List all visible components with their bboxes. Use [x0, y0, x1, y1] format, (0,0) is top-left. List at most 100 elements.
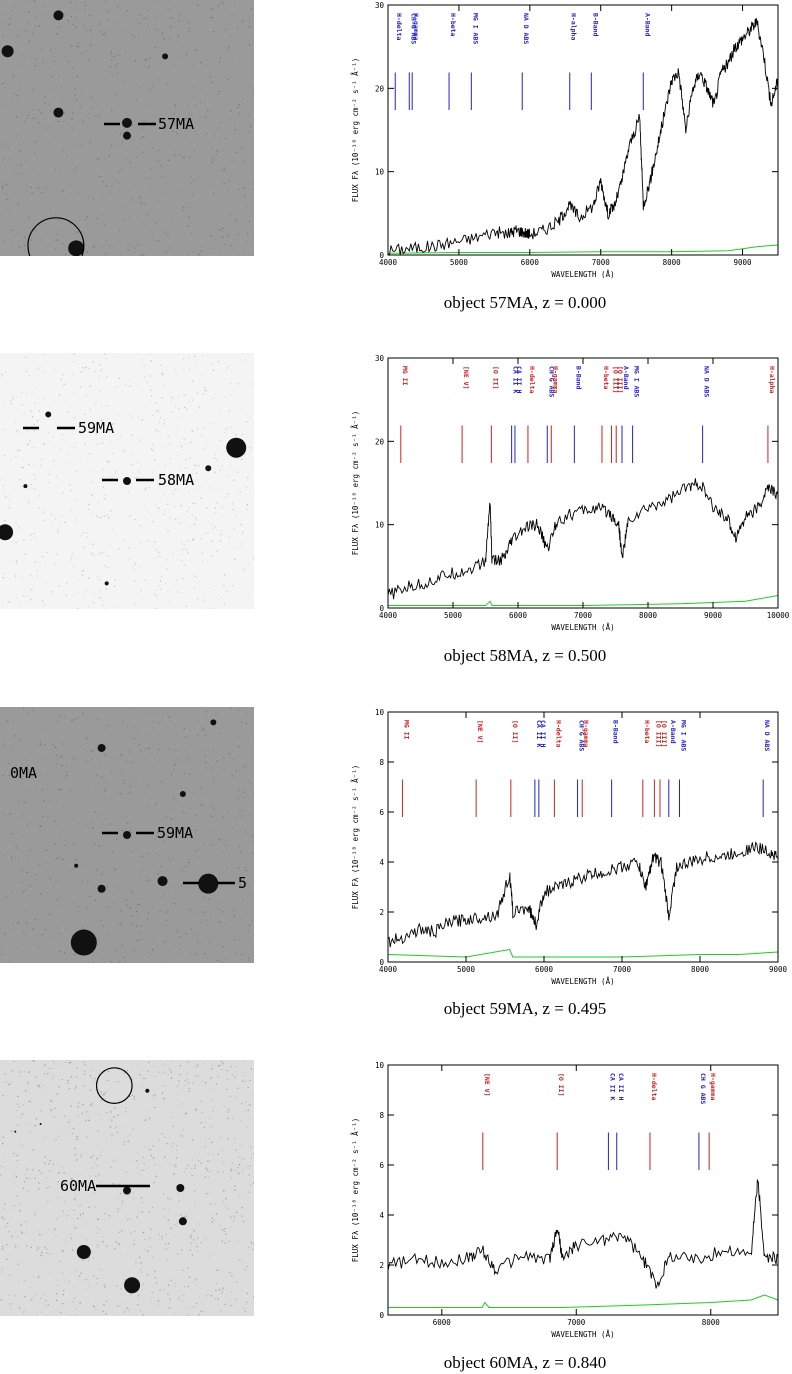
spectrum-plot-58ma: MG II [NE V] [O II] CA II K CA II H H-delta CH… [340, 353, 790, 643]
star-source [226, 437, 247, 458]
line-label: [O III] [612, 366, 620, 393]
aperture-circle [27, 217, 85, 256]
x-tick-label: 4000 [379, 258, 398, 267]
line-label: CA II K [512, 366, 520, 393]
thumbnail-image: 57MA [0, 0, 254, 256]
y-tick-label: 4 [379, 1211, 384, 1220]
star-source [97, 743, 106, 752]
object-label: 57MA [158, 115, 194, 133]
line-label: H-delta [395, 13, 403, 40]
x-tick-label: 8000 [639, 611, 658, 620]
flux-spectrum [387, 1179, 779, 1289]
y-axis-label: FLUX Fλ (10⁻¹⁸ erg cm⁻² s⁻¹ Å⁻¹) [351, 411, 360, 556]
line-label: CA II H [515, 366, 523, 393]
star-source [97, 884, 106, 893]
line-label: H-gamma [412, 13, 420, 40]
x-tick-label: 7000 [592, 258, 611, 267]
error-spectrum [388, 595, 779, 606]
object-label: 60MA [60, 1177, 96, 1195]
line-label: H-delta [554, 720, 562, 747]
x-tick-label: 9000 [769, 965, 788, 974]
y-tick-label: 20 [375, 84, 385, 93]
caption-59ma: object 59MA, z = 0.495 [443, 999, 607, 1018]
line-label: [O III] [654, 720, 662, 747]
thumbnail-58ma: 59MA 58MA [0, 353, 254, 609]
x-axis-label: WAVELENGTH (Å) [551, 1330, 614, 1339]
flux-spectrum [387, 478, 779, 600]
line-label: CA II K [608, 1073, 616, 1100]
x-tick-label: 10000 [767, 611, 790, 620]
line-label: B-Band [612, 720, 620, 744]
plot-frame [387, 711, 779, 963]
line-label: H-gamma [551, 366, 559, 393]
y-axis-label: FLUX Fλ (10⁻¹⁸ erg cm⁻² s⁻¹ Å⁻¹) [351, 58, 360, 203]
spectrum-chart: MG II [NE V] [O II] CA II KCA II H H-delta CH… [351, 708, 788, 986]
plot-frame [387, 4, 779, 256]
star-source [157, 876, 168, 887]
x-tick-label: 6000 [521, 258, 540, 267]
line-label: [NE V] [462, 366, 470, 389]
line-label: CH G ABS [699, 1073, 707, 1104]
line-label: H-beta [602, 366, 610, 390]
line-label: NA D ABS [763, 720, 771, 751]
thumbnail-noise [0, 707, 254, 963]
error-spectrum [387, 948, 779, 958]
flux-spectrum [387, 841, 779, 948]
object-label: 0MA [10, 764, 37, 782]
line-label: [O III] [660, 720, 668, 747]
line-label: [O II] [511, 720, 519, 743]
y-tick-label: 0 [379, 958, 384, 967]
aperture-circle [95, 1067, 133, 1104]
line-label: B-Band [591, 13, 599, 37]
x-tick-label: 8000 [663, 258, 682, 267]
y-tick-label: 0 [379, 251, 384, 260]
line-label: H-delta [650, 1073, 658, 1100]
x-tick-label: 6000 [535, 965, 554, 974]
spectrum-plot-59ma: MG II [NE V] [O II] CA II K CA II H H-delta CH… [340, 707, 788, 997]
thumbnail-image: 0MA 59MA 5 [0, 707, 254, 963]
y-tick-label: 30 [375, 1, 385, 10]
thumbnail-image: 59MA 58MA [0, 353, 254, 609]
y-tick-label: 6 [379, 1161, 384, 1170]
star-source [162, 53, 169, 60]
thumbnail-background [0, 0, 254, 256]
y-axis-label: FLUX Fλ (10⁻¹⁸ erg cm⁻² s⁻¹ Å⁻¹) [351, 765, 360, 910]
line-label: H-alpha [570, 13, 578, 40]
line-label: NA D ABS [703, 366, 711, 397]
object-label: 58MA [158, 471, 194, 489]
thumbnail-noise [0, 353, 254, 609]
line-label: [O II] [557, 1073, 565, 1096]
spectrum-chart: MG II [NE V] [O II] CA II KCA II H H-delta CH… [351, 354, 790, 632]
y-tick-label: 6 [379, 808, 384, 817]
line-label: CA II H [539, 720, 547, 747]
flux-spectrum [387, 17, 779, 256]
object-label: 5 [238, 874, 247, 892]
line-label: B-Band [574, 366, 582, 390]
line-label: NA D ABS [522, 13, 530, 44]
line-label: [O III] [616, 366, 624, 393]
star-source [123, 131, 131, 140]
object-label: 59MA [78, 419, 114, 437]
line-label: H-gamma [582, 720, 590, 747]
plot-frame [387, 1064, 779, 1316]
x-tick-label: 5000 [450, 258, 469, 267]
star-source [104, 581, 109, 586]
star-source [53, 107, 64, 118]
thumbnail-59ma: 0MA 59MA 5 [0, 707, 254, 963]
x-tick-label: 6000 [509, 611, 528, 620]
y-tick-label: 20 [375, 437, 385, 446]
line-label: CH G ABS [409, 13, 417, 44]
x-axis-label: WAVELENGTH (Å) [551, 977, 614, 986]
star-source [53, 10, 64, 21]
star-source [178, 1217, 187, 1226]
spectrum-plot-57ma: H-delta CH G ABS H-gamma H-beta MG I ABS NA D… [340, 0, 785, 290]
y-tick-label: 4 [379, 858, 384, 867]
star-source [74, 863, 79, 868]
star-source [45, 411, 52, 418]
star-source [68, 240, 85, 256]
star-source [176, 1184, 185, 1192]
error-spectrum [388, 1294, 779, 1308]
line-label: CA II K [535, 720, 543, 747]
object-label: 59MA [157, 824, 193, 842]
thumbnail-image: 60MA [0, 1060, 254, 1316]
